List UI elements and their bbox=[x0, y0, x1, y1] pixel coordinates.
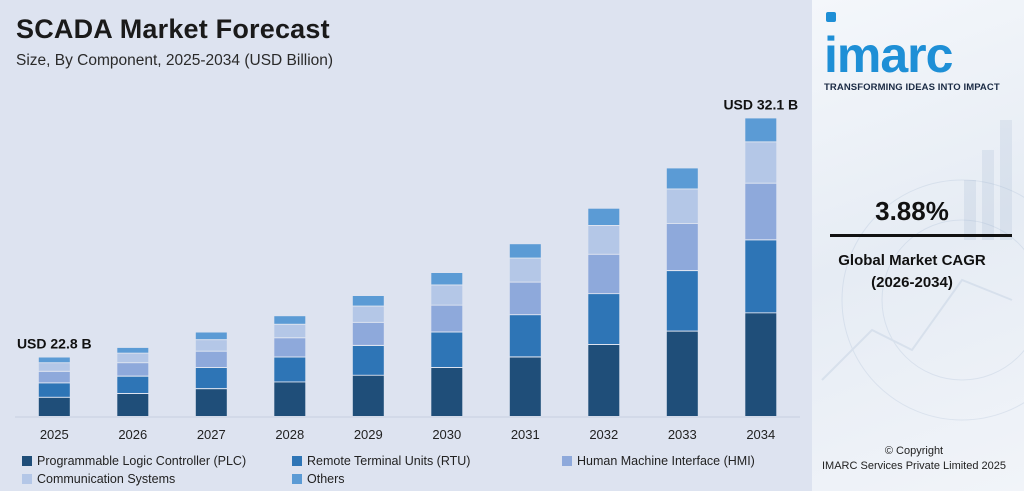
bar-segment-2031-s2 bbox=[509, 282, 541, 315]
total-label-2025: USD 22.8 B bbox=[17, 336, 92, 352]
bar-segment-2028-s1 bbox=[274, 357, 306, 382]
bar-segment-2029-s0 bbox=[352, 375, 384, 416]
bar-segment-2030-s2 bbox=[431, 305, 463, 332]
bar-segment-2025-s3 bbox=[38, 363, 70, 371]
bar-segment-2034-s2 bbox=[745, 183, 777, 240]
bar-segment-2025-s1 bbox=[38, 383, 70, 397]
legend-label: Programmable Logic Controller (PLC) bbox=[37, 454, 247, 468]
bar-segment-2033-s1 bbox=[666, 271, 698, 331]
legend-item-1: Remote Terminal Units (RTU) bbox=[292, 454, 470, 468]
bar-segment-2030-s1 bbox=[431, 332, 463, 367]
bar-segment-2031-s4 bbox=[509, 244, 541, 258]
bar-segment-2033-s0 bbox=[666, 331, 698, 416]
x-tick-label-2026: 2026 bbox=[118, 427, 147, 442]
bar-segment-2033-s4 bbox=[666, 168, 698, 189]
copyright: © Copyright IMARC Services Private Limit… bbox=[812, 444, 1016, 474]
bar-segment-2034-s0 bbox=[745, 313, 777, 416]
bar-segment-2025-s2 bbox=[38, 371, 70, 383]
x-tick-label-2027: 2027 bbox=[197, 427, 226, 442]
cagr-label-line-2: (2026-2034) bbox=[871, 274, 953, 291]
bar-segment-2030-s0 bbox=[431, 368, 463, 416]
chart-panel: SCADA Market Forecast Size, By Component… bbox=[0, 0, 812, 491]
bar-segment-2028-s3 bbox=[274, 324, 306, 338]
legend-swatch bbox=[22, 456, 32, 466]
bar-segment-2028-s2 bbox=[274, 338, 306, 357]
bar-segment-2027-s0 bbox=[195, 389, 227, 416]
chart-subtitle: Size, By Component, 2025-2034 (USD Billi… bbox=[16, 52, 334, 69]
bar-segment-2027-s4 bbox=[195, 332, 227, 340]
bar-segment-2033-s3 bbox=[666, 189, 698, 224]
bar-segment-2029-s3 bbox=[352, 306, 384, 322]
cagr-label-line-1: Global Market CAGR bbox=[838, 252, 986, 269]
legend-label: Human Machine Interface (HMI) bbox=[577, 454, 755, 468]
total-label-2034: USD 32.1 B bbox=[723, 96, 798, 112]
legend-item-3: Communication Systems bbox=[22, 472, 175, 486]
bar-segment-2029-s4 bbox=[352, 296, 384, 306]
copyright-line-1: © Copyright bbox=[884, 445, 944, 457]
bar-segment-2034-s4 bbox=[745, 118, 777, 142]
bar-segment-2025-s0 bbox=[38, 397, 70, 416]
legend-swatch bbox=[292, 456, 302, 466]
bar-segment-2030-s3 bbox=[431, 285, 463, 305]
x-tick-label-2030: 2030 bbox=[432, 427, 461, 442]
copyright-line-2: IMARC Services Private Limited 2025 bbox=[821, 460, 1006, 472]
logo-tagline: TRANSFORMING IDEAS INTO IMPACT bbox=[824, 82, 1000, 93]
imarc-logo: imarc bbox=[824, 27, 953, 83]
bar-segment-2032-s1 bbox=[588, 294, 620, 344]
x-tick-label-2032: 2032 bbox=[589, 427, 618, 442]
bar-segment-2029-s2 bbox=[352, 322, 384, 345]
bar-segment-2028-s4 bbox=[274, 316, 306, 324]
cagr-divider bbox=[830, 234, 1012, 237]
bar-segment-2032-s3 bbox=[588, 226, 620, 254]
chart-title: SCADA Market Forecast bbox=[16, 14, 330, 44]
bar-segment-2033-s2 bbox=[666, 224, 698, 270]
bar-segment-2026-s4 bbox=[117, 347, 149, 353]
legend-swatch bbox=[562, 456, 572, 466]
bar-segment-2029-s1 bbox=[352, 346, 384, 375]
bar-segment-2034-s1 bbox=[745, 240, 777, 313]
x-tick-label-2025: 2025 bbox=[40, 427, 69, 442]
legend-item-4: Others bbox=[292, 472, 345, 486]
legend-item-0: Programmable Logic Controller (PLC) bbox=[22, 454, 246, 468]
logo-dot bbox=[826, 12, 836, 22]
cagr-label: Global Market CAGR (2026-2034) bbox=[812, 250, 1012, 294]
x-tick-label-2034: 2034 bbox=[746, 427, 775, 442]
cagr-value: 3.88% bbox=[875, 196, 949, 226]
legend-label: Remote Terminal Units (RTU) bbox=[307, 454, 471, 468]
bar-segment-2027-s1 bbox=[195, 368, 227, 389]
legend-swatch bbox=[292, 474, 302, 484]
bar-segment-2026-s3 bbox=[117, 353, 149, 363]
bar-segment-2032-s4 bbox=[588, 208, 620, 225]
legend-label: Others bbox=[307, 472, 345, 486]
side-panel: imarc TRANSFORMING IDEAS INTO IMPACT 3.8… bbox=[812, 0, 1024, 491]
x-tick-label-2031: 2031 bbox=[511, 427, 540, 442]
bar-segment-2028-s0 bbox=[274, 382, 306, 416]
legend-item-2: Human Machine Interface (HMI) bbox=[562, 454, 755, 468]
bar-segment-2026-s2 bbox=[117, 363, 149, 376]
bar-segment-2032-s2 bbox=[588, 254, 620, 294]
x-tick-label-2033: 2033 bbox=[668, 427, 697, 442]
bar-segment-2034-s3 bbox=[745, 142, 777, 183]
x-tick-label-2029: 2029 bbox=[354, 427, 383, 442]
bar-segment-2032-s0 bbox=[588, 345, 620, 416]
bar-segment-2031-s0 bbox=[509, 357, 541, 416]
x-tick-label-2028: 2028 bbox=[275, 427, 304, 442]
stacked-bar-chart: 2025 USD 22.8 B 2026 2027 2028 2029 2030 2031 20… bbox=[15, 96, 800, 442]
bar-segment-2027-s3 bbox=[195, 340, 227, 351]
bar-segment-2031-s3 bbox=[509, 258, 541, 282]
bar-segment-2031-s1 bbox=[509, 315, 541, 357]
legend-label: Communication Systems bbox=[37, 472, 176, 486]
bar-segment-2026-s1 bbox=[117, 376, 149, 393]
bar-segment-2030-s4 bbox=[431, 273, 463, 285]
legend-swatch bbox=[22, 474, 32, 484]
bar-segment-2026-s0 bbox=[117, 394, 149, 416]
decorative-chart-background bbox=[821, 120, 1024, 421]
bar-segment-2027-s2 bbox=[195, 351, 227, 367]
bar-segment-2025-s4 bbox=[38, 357, 70, 363]
